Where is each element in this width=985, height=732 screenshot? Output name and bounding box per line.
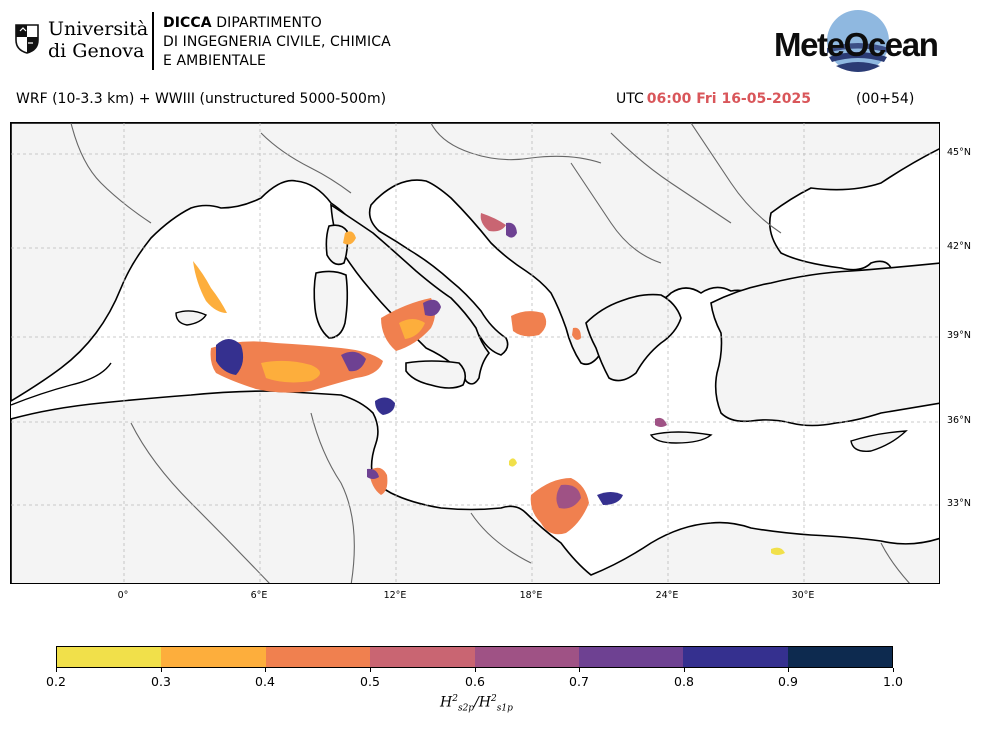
colorbar-tickmark bbox=[684, 668, 685, 672]
patch-cyprus-s bbox=[771, 547, 785, 555]
patch-greece-w bbox=[572, 327, 581, 340]
map-panel[interactable] bbox=[10, 122, 940, 584]
land-balearic bbox=[175, 310, 208, 326]
patch-libya-east bbox=[597, 492, 623, 505]
colorbar-segment bbox=[787, 647, 892, 667]
colorbar-tick-label: 0.4 bbox=[255, 674, 275, 689]
meteocean-logo: MeteOcean bbox=[772, 8, 942, 74]
map-canvas bbox=[11, 123, 939, 583]
colorbar-tick-label: 0.2 bbox=[46, 674, 66, 689]
colorbar-tickmark bbox=[370, 668, 371, 672]
patch-adriatic2 bbox=[506, 222, 517, 238]
patch-crete-w bbox=[655, 417, 667, 427]
land-turkey bbox=[710, 262, 939, 427]
crest-icon bbox=[15, 24, 39, 54]
patch-balearic-purple bbox=[341, 351, 366, 372]
forecast-lead: (00+54) bbox=[856, 91, 915, 107]
logo-divider bbox=[152, 12, 154, 70]
lat-label: 45°N bbox=[947, 147, 971, 158]
land-italy bbox=[330, 203, 491, 385]
colorbar-tickmark bbox=[788, 668, 789, 672]
patch-tunisia bbox=[375, 397, 395, 415]
country-borders bbox=[70, 123, 910, 583]
lon-label: 18°E bbox=[519, 590, 543, 601]
university-name-line2: di Genova bbox=[48, 40, 145, 62]
lon-label: 12°E bbox=[383, 590, 407, 601]
time-prefix: UTC bbox=[616, 91, 644, 107]
patch-ionian bbox=[511, 311, 547, 337]
land-corsica bbox=[325, 224, 349, 266]
colorbar-segment bbox=[370, 647, 475, 667]
colorbar-tickmark bbox=[265, 668, 266, 672]
lat-label: 33°N bbox=[947, 498, 971, 509]
patch-libya-purple bbox=[556, 484, 581, 509]
land-greece bbox=[585, 293, 682, 382]
lon-label: 0° bbox=[117, 590, 129, 601]
colorbar-segment bbox=[161, 647, 266, 667]
colorbar-segment bbox=[683, 647, 788, 667]
colorbar-segment bbox=[578, 647, 684, 667]
colorbar-tick-label: 0.3 bbox=[151, 674, 171, 689]
valid-time: UTC 06:00 Fri 16-05-2025 bbox=[616, 91, 811, 107]
patch-malta bbox=[509, 458, 517, 467]
patch-balearic-dark bbox=[216, 339, 244, 375]
colorbar-segment bbox=[474, 647, 579, 667]
colorbar-label: H2s2p/H2s1p bbox=[440, 694, 513, 714]
colorbar-tick-label: 1.0 bbox=[883, 674, 903, 689]
colorbar-tickmark bbox=[56, 668, 57, 672]
university-logo: Università di Genova bbox=[14, 12, 149, 70]
department-line2: DI INGEGNERIA CIVILE, CHIMICA bbox=[163, 34, 391, 50]
time-value: 06:00 Fri 16-05-2025 bbox=[646, 91, 811, 107]
graticule bbox=[11, 123, 939, 583]
lat-label: 36°N bbox=[947, 415, 971, 426]
patch-tyrrhenian-inner bbox=[399, 319, 425, 339]
land-sicily bbox=[405, 360, 467, 389]
department-line3: E AMBIENTALE bbox=[163, 53, 266, 69]
globe-icon bbox=[827, 10, 889, 72]
colorbar-tickmark bbox=[161, 668, 162, 672]
colorbar-tickmark bbox=[893, 668, 894, 672]
land-crete bbox=[649, 431, 713, 444]
model-description: WRF (10-3.3 km) + WWIII (unstructured 50… bbox=[16, 91, 387, 107]
department-line1: DIPARTIMENTO bbox=[216, 15, 322, 31]
colorbar-tick-label: 0.5 bbox=[360, 674, 380, 689]
colorbar bbox=[56, 646, 893, 668]
lon-label: 30°E bbox=[791, 590, 815, 601]
wave-ratio-field bbox=[193, 213, 785, 555]
patch-gabes-purple bbox=[367, 468, 379, 479]
patch-gulf-lion bbox=[193, 261, 227, 313]
colorbar-segment bbox=[265, 647, 371, 667]
land-sardinia bbox=[313, 270, 349, 339]
department-acronym: DICCA bbox=[163, 15, 212, 31]
colorbar-tickmark bbox=[579, 668, 580, 672]
colorbar-tick-label: 0.8 bbox=[674, 674, 694, 689]
colorbar-tick-label: 0.9 bbox=[778, 674, 798, 689]
colorbar-tick-label: 0.7 bbox=[569, 674, 589, 689]
land-iberia bbox=[11, 362, 112, 406]
lon-label: 24°E bbox=[655, 590, 679, 601]
patch-ligurian bbox=[343, 231, 356, 245]
lat-label: 39°N bbox=[947, 330, 971, 341]
brand-name: MeteOcean bbox=[774, 26, 939, 63]
university-name-line1: Università bbox=[48, 18, 149, 40]
lat-label: 42°N bbox=[947, 241, 971, 252]
colorbar-tickmark bbox=[475, 668, 476, 672]
patch-adriatic bbox=[480, 213, 506, 232]
patch-balearic-inner bbox=[261, 360, 320, 383]
land-cyprus bbox=[850, 430, 908, 452]
colorbar-tick-label: 0.6 bbox=[465, 674, 485, 689]
lon-label: 6°E bbox=[250, 590, 268, 601]
patch-tyrrhenian-dark bbox=[423, 299, 441, 316]
department-name: DICCA DIPARTIMENTO DI INGEGNERIA CIVILE,… bbox=[163, 14, 391, 71]
colorbar-segment bbox=[57, 647, 162, 667]
